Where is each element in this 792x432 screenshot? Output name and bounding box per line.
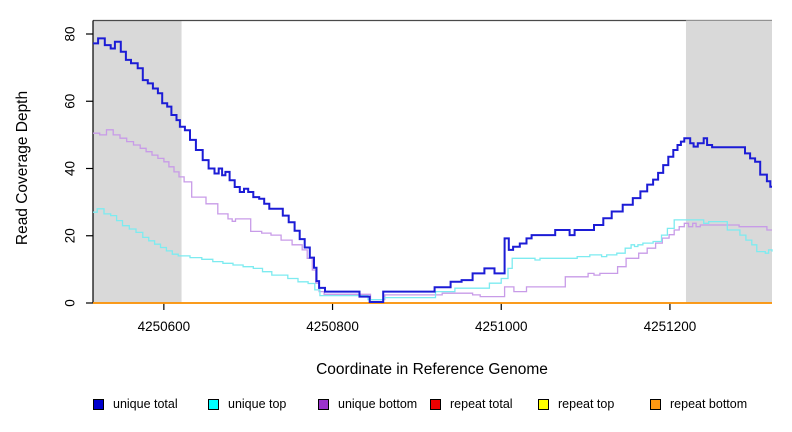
series-unique_top	[93, 208, 773, 301]
shaded-regions	[93, 19, 772, 303]
x-tick-label: 4250800	[306, 319, 359, 334]
data-series	[93, 37, 773, 304]
legend-swatch-unique-total	[93, 398, 104, 410]
legend: unique total unique top unique bottom repea…	[0, 396, 792, 416]
legend-swatch-unique-bottom	[318, 398, 329, 410]
legend-item-repeat-bottom: repeat bottom	[650, 396, 747, 412]
y-tick-label: 80	[63, 26, 78, 41]
legend-label: unique bottom	[338, 397, 418, 411]
legend-label: repeat total	[450, 397, 513, 411]
y-tick-label: 20	[63, 228, 78, 243]
y-tick-label: 0	[63, 299, 78, 307]
legend-label: repeat top	[558, 397, 615, 411]
legend-swatch-repeat-top	[538, 398, 549, 410]
legend-item-unique-bottom: unique bottom	[318, 396, 417, 412]
legend-swatch-repeat-total	[430, 398, 441, 410]
series-unique_bottom	[93, 129, 772, 301]
legend-item-repeat-total: repeat total	[430, 396, 513, 412]
series-unique_total	[93, 37, 772, 303]
legend-item-unique-top: unique top	[208, 396, 286, 412]
y-tick-label: 60	[63, 94, 78, 109]
legend-swatch-unique-top	[208, 398, 219, 410]
legend-item-repeat-top: repeat top	[538, 396, 614, 412]
legend-label: unique total	[113, 397, 178, 411]
x-axis-title: Coordinate in Reference Genome	[316, 361, 548, 378]
y-tick-label: 40	[63, 161, 78, 176]
x-tick-label: 4251200	[644, 319, 697, 334]
x-tick-label: 4250600	[138, 319, 191, 334]
legend-label: repeat bottom	[670, 397, 748, 411]
x-tick-label: 4251000	[475, 319, 528, 334]
legend-item-unique-total: unique total	[93, 396, 178, 412]
legend-label: unique top	[228, 397, 287, 411]
legend-swatch-repeat-bottom	[650, 398, 661, 410]
y-axis-title: Read Coverage Depth	[14, 91, 31, 245]
